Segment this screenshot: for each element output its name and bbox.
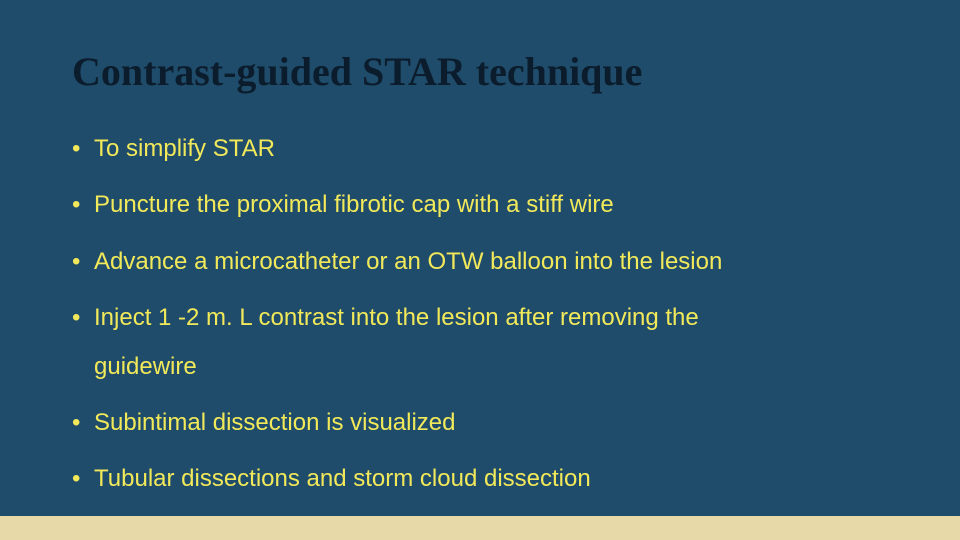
bullet-text: Advance a microcatheter or an OTW balloo… (94, 248, 722, 275)
bullet-text: Subintimal dissection is visualized (94, 409, 456, 436)
bullet-text: Tubular dissections and storm cloud diss… (94, 465, 591, 492)
bullet-item: Tubular dissections and storm cloud diss… (72, 463, 888, 495)
bullet-text: Inject 1 -2 m. L contrast into the lesio… (94, 304, 699, 331)
bullet-item: To simplify STAR (72, 133, 888, 165)
bullet-item: Inject 1 -2 m. L contrast into the lesio… (72, 302, 888, 383)
bullet-item: Subintimal dissection is visualized (72, 407, 888, 439)
bullet-list: To simplify STAR Puncture the proximal f… (72, 133, 888, 496)
slide-title: Contrast-guided STAR technique (72, 48, 888, 95)
bottom-strip (0, 516, 960, 540)
slide: Contrast-guided STAR technique To simpli… (0, 0, 960, 540)
bullet-item: Puncture the proximal fibrotic cap with … (72, 189, 888, 221)
bullet-text-continuation: guidewire (94, 351, 888, 383)
bullet-text: To simplify STAR (94, 135, 275, 162)
bullet-text: Puncture the proximal fibrotic cap with … (94, 191, 614, 218)
bullet-item: Advance a microcatheter or an OTW balloo… (72, 246, 888, 278)
slide-inner: Contrast-guided STAR technique To simpli… (0, 0, 960, 516)
